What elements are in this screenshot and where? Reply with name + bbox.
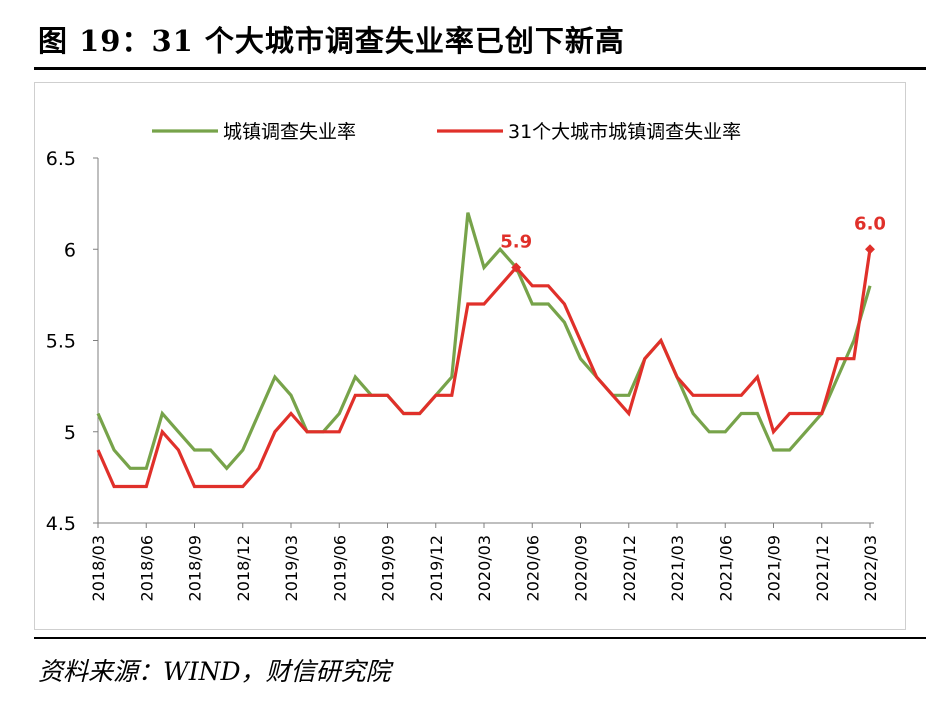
x-tick-label: 2021/03: [668, 535, 687, 601]
source-rule: [34, 637, 926, 639]
y-tick-label: 4.5: [46, 513, 76, 535]
x-tick-label: 2020/12: [620, 535, 639, 601]
axes: 4.5 5 5.5 6 6.5 2018/03 2018/06 2018/09 2018/12 2…: [46, 148, 880, 601]
y-tick-label: 5: [64, 422, 76, 444]
y-tick-label: 5.5: [46, 331, 76, 353]
title-rule: [34, 67, 926, 70]
source-note: 资料来源：WIND，财信研究院: [38, 657, 391, 686]
y-tick-label: 6.5: [46, 148, 76, 170]
legend-label: 城镇调查失业率: [223, 121, 356, 143]
x-tick-label: 2019/09: [379, 535, 398, 601]
legend: 城镇调查失业率 31个大城市城镇调查失业率: [152, 121, 741, 143]
annotation-marker: [865, 244, 875, 255]
x-tick-label: 2018/12: [234, 535, 253, 601]
series-lines: [96, 212, 872, 489]
series-line-national: [96, 212, 872, 471]
annotations: 5.9 6.0: [500, 213, 886, 273]
y-tick-label: 6: [64, 239, 76, 261]
x-tick-label: 2019/12: [427, 535, 446, 601]
x-tick-label: 2020/06: [523, 535, 542, 601]
x-tick-label: 2021/09: [765, 535, 784, 601]
x-tick-label: 2018/06: [137, 535, 156, 601]
series-line-31-cities: [96, 249, 872, 489]
annotation-label: 6.0: [854, 213, 886, 234]
legend-label: 31个大城市城镇调查失业率: [508, 121, 741, 143]
x-tick-label: 2020/09: [572, 535, 591, 601]
x-tick-label: 2018/09: [186, 535, 205, 601]
x-tick-label: 2019/03: [282, 535, 301, 601]
annotation-label: 5.9: [500, 232, 532, 253]
x-tick-label: 2020/03: [475, 535, 494, 601]
x-tick-label: 2021/06: [716, 535, 735, 601]
figure-title: 图 19：31 个大城市调查失业率已创下新高: [38, 24, 625, 58]
x-tick-label: 2022/03: [861, 535, 880, 601]
x-tick-label: 2021/12: [813, 535, 832, 601]
x-tick-label: 2019/06: [330, 535, 349, 601]
x-tick-label: 2018/03: [89, 535, 108, 601]
chart-frame: [34, 82, 906, 630]
annotation-marker: [511, 262, 522, 273]
